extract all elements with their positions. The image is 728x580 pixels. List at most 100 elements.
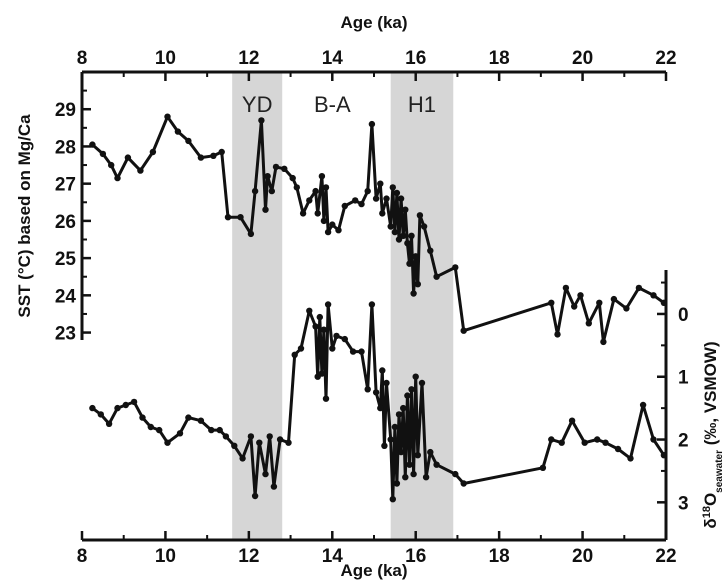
series-right-point (97, 411, 105, 418)
series-left-point (393, 189, 401, 197)
series-left-point (391, 228, 399, 236)
series-left-point (237, 214, 244, 221)
series-left-point (402, 206, 409, 213)
series-left-point (210, 152, 217, 159)
series-left-point (306, 197, 313, 204)
series-left-point (585, 320, 592, 327)
series-right-point (397, 448, 405, 456)
series-left-point (114, 174, 121, 182)
band-label-b-a: B-A (314, 92, 351, 117)
series-right-point (105, 420, 113, 427)
series-right-point (318, 370, 326, 377)
series-right-point (130, 398, 138, 406)
bottom-x-tick-label: 16 (405, 546, 426, 567)
series-layer (89, 113, 668, 503)
series-left-point (99, 150, 107, 158)
series-right-point (558, 439, 565, 446)
series-right-point (460, 480, 467, 487)
left-y-tick-label: 24 (55, 286, 77, 307)
top-x-tick-label: 22 (655, 48, 676, 69)
series-left-point (372, 195, 380, 202)
series-left-point (164, 113, 171, 120)
series-left-point (412, 253, 419, 260)
series-left-line (91, 115, 665, 344)
series-left-point (320, 217, 328, 225)
series-left-point (408, 232, 415, 239)
series-right-point (393, 480, 401, 487)
series-left-point (149, 148, 157, 156)
left-y-tick-label: 27 (55, 175, 76, 196)
series-right-point (412, 373, 419, 380)
series-left-point (251, 187, 259, 195)
series-left-point (272, 163, 280, 171)
series-right-point (306, 307, 313, 314)
series-right-point (320, 326, 328, 333)
top-x-tick-label: 20 (572, 48, 593, 69)
series-right-point (247, 433, 255, 440)
series-right-point (395, 411, 403, 418)
series-left-point (314, 210, 321, 217)
series-left-point (318, 173, 326, 180)
series-left-point (400, 232, 407, 239)
series-left-point (596, 299, 603, 306)
series-right-point (262, 470, 269, 478)
band-h1 (390, 72, 454, 540)
series-left-point (414, 281, 421, 288)
bottom-x-tick-label: 12 (238, 546, 259, 567)
series-right-point (333, 332, 340, 340)
series-left-point (404, 240, 411, 247)
series-right-point (368, 301, 376, 308)
series-right-point (324, 301, 332, 308)
top-x-tick-label: 8 (77, 48, 88, 69)
series-left-point (358, 200, 365, 208)
series-left-point (433, 273, 440, 280)
series-right-point (427, 448, 434, 456)
series-right-point (251, 492, 259, 500)
series-left-point (562, 284, 570, 292)
series-left-point (264, 173, 271, 180)
left-y-tick-label: 26 (55, 212, 76, 233)
series-right-point (358, 348, 365, 355)
series-right-point (216, 426, 223, 434)
right-y-tick-label: 1 (678, 368, 689, 389)
series-right-point (422, 474, 430, 481)
series-left-point (137, 167, 144, 174)
series-left-point (341, 202, 348, 210)
top-x-tick-label: 10 (155, 48, 176, 69)
series-left-point (377, 180, 384, 187)
right-y-tick-label: 2 (678, 431, 689, 452)
series-left-point (660, 299, 668, 306)
series-left-point (410, 290, 417, 297)
series-right-point (602, 439, 609, 446)
series-left-point (89, 141, 96, 148)
series-right-point (391, 423, 399, 431)
bottom-x-tick-label: 14 (322, 546, 344, 567)
series-right-point (372, 389, 380, 396)
right-y-tick-label: 0 (678, 305, 689, 326)
series-right-point (341, 335, 348, 343)
right-y-axis-title: δ18Oseawater (‰, VSMOW) (701, 341, 725, 528)
series-right-point (414, 452, 421, 459)
series-left-point (312, 187, 319, 195)
series-left-point (247, 230, 255, 238)
series-right-point (639, 401, 647, 409)
bottom-x-tick-label: 18 (489, 546, 510, 567)
top-x-tick-label: 16 (405, 48, 426, 69)
series-left-point (258, 117, 265, 124)
series-left-point (293, 184, 300, 191)
bands-layer (232, 72, 454, 540)
series-right-point (114, 404, 121, 412)
bottom-x-tick-label: 20 (572, 546, 593, 567)
top-x-tick-label: 12 (238, 48, 259, 69)
series-right-point (122, 401, 129, 409)
series-right-point (291, 351, 298, 358)
series-right-point (164, 439, 171, 446)
right-y-axis-title-sup: 18 (701, 506, 713, 518)
series-right-point (312, 323, 319, 330)
series-right-point (433, 461, 440, 468)
series-right-point (410, 470, 417, 478)
right-y-axis-title-main: O (701, 493, 720, 506)
series-right-point (329, 345, 336, 352)
series-right-point (316, 313, 323, 321)
